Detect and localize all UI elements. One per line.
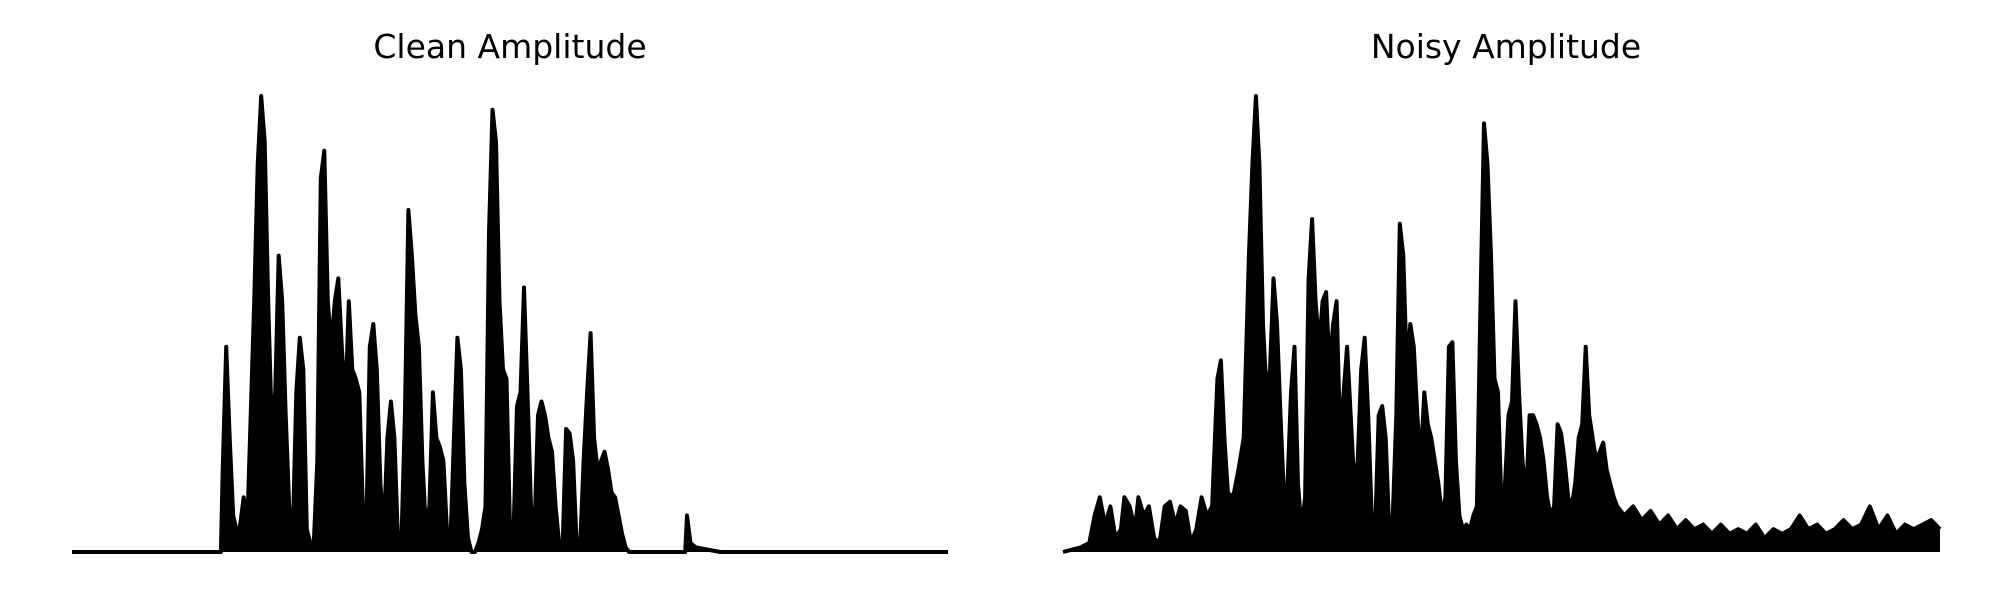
noisy-amplitude-title: Noisy Amplitude (1371, 27, 1641, 66)
clean-amplitude-plot (72, 94, 948, 554)
noisy-amplitude-panel: Noisy Amplitude (1062, 27, 1942, 554)
clean-amplitude-panel: Clean Amplitude (72, 27, 948, 554)
amplitude-waveform-line (72, 94, 948, 554)
amplitude-waveform-line (1062, 94, 1942, 554)
clean-amplitude-title: Clean Amplitude (373, 27, 646, 66)
noisy-amplitude-plot (1062, 94, 1942, 554)
